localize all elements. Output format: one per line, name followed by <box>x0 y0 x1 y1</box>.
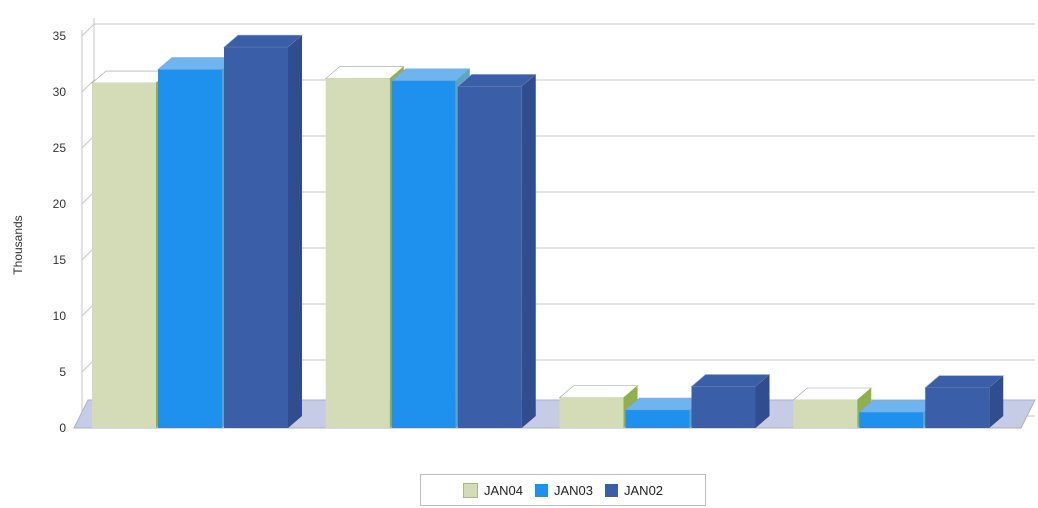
bar-side-face <box>288 35 302 428</box>
y-axis-ticks: 0 5 10 15 20 25 30 35 <box>53 29 67 435</box>
bar <box>456 74 537 429</box>
y-tick-label: 30 <box>53 85 67 99</box>
y-tick-label: 15 <box>53 253 67 267</box>
bar-front-face <box>92 83 156 428</box>
legend-label-jan02: JAN02 <box>624 482 664 498</box>
legend-swatch-jan02 <box>605 483 619 497</box>
legend-label-jan03: JAN03 <box>553 482 594 498</box>
y-tick-label: 20 <box>53 197 67 211</box>
y-tick-label: 10 <box>53 309 67 323</box>
y-tick-label: 25 <box>53 141 67 155</box>
bar-front-face <box>793 400 858 428</box>
bar-front-face <box>325 78 390 428</box>
bar-front-face <box>625 410 690 428</box>
legend-swatch-jan04 <box>462 482 478 498</box>
legend-item-jan04: JAN04 <box>462 482 523 498</box>
bar-front-face <box>391 80 456 429</box>
y-tick-label: 5 <box>59 365 66 379</box>
bar-side-face <box>521 74 536 429</box>
y-axis-label: Thousands <box>11 215 25 274</box>
legend-label-jan04: JAN04 <box>483 482 523 498</box>
y-tick-label: 0 <box>59 421 66 435</box>
bar-front-face <box>559 397 624 428</box>
gridline-wall <box>81 79 95 93</box>
bar-chart: 0 5 10 15 20 25 30 35 Thousands <box>11 18 1036 435</box>
legend-swatch-jan03 <box>534 483 548 497</box>
bar-front-face <box>925 387 990 428</box>
bar-side-face <box>989 375 1004 428</box>
gridline-wall <box>81 23 95 37</box>
bar-front-face <box>859 412 924 428</box>
legend-item-jan02: JAN02 <box>605 483 663 498</box>
y-tick-label: 35 <box>53 29 67 43</box>
bar-front-face <box>691 386 756 428</box>
bar-front-face <box>224 47 288 428</box>
bar-front-face <box>158 69 222 428</box>
bar <box>690 374 771 428</box>
bars <box>91 34 1005 429</box>
legend-item-jan03: JAN03 <box>534 482 594 498</box>
legend: JAN04 JAN03 JAN02 <box>420 474 706 506</box>
bar-front-face <box>457 86 522 429</box>
bar-side-face <box>755 374 770 428</box>
bar <box>924 375 1005 428</box>
bar <box>223 34 303 428</box>
